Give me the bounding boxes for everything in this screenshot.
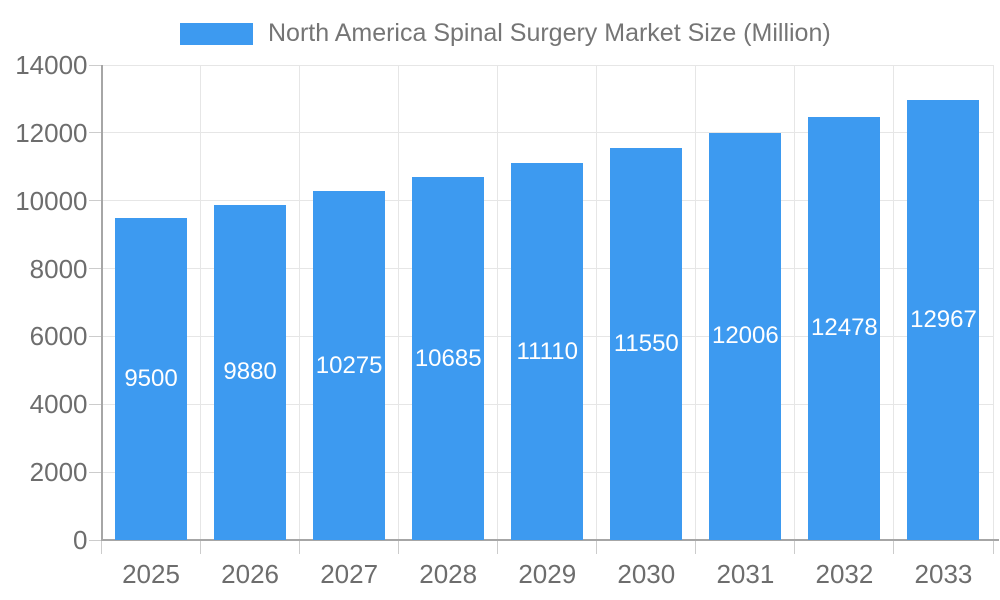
- x-axis-line: [100, 539, 999, 541]
- y-tick-label: 12000: [15, 117, 88, 148]
- y-tick: [88, 335, 102, 337]
- x-tick: [695, 540, 697, 554]
- y-axis-line: [100, 65, 103, 540]
- x-gridline: [596, 65, 598, 540]
- bar: [313, 191, 386, 540]
- bar-value-label: 11550: [613, 330, 679, 358]
- bar: [907, 100, 980, 540]
- x-tick-label: 2030: [617, 559, 676, 589]
- bar-value-label: 10685: [414, 344, 482, 372]
- y-tick: [88, 268, 102, 270]
- bar-value-label: 10275: [315, 351, 383, 379]
- x-gridline: [893, 65, 895, 540]
- x-tick: [794, 540, 796, 554]
- bar-value-label: 12006: [711, 322, 779, 350]
- y-tick-label: 4000: [29, 389, 88, 420]
- bar: [214, 204, 287, 540]
- x-tick-label: 2029: [518, 559, 577, 589]
- y-tick: [88, 132, 102, 134]
- bar: [412, 177, 485, 540]
- x-tick-label: 2027: [320, 559, 379, 589]
- bar-value-label: 12967: [910, 306, 977, 334]
- legend-label: North America Spinal Surgery Market Size…: [268, 19, 831, 47]
- x-tick-label: 2025: [122, 559, 180, 589]
- y-tick-label: 14000: [15, 50, 88, 80]
- x-gridline: [992, 65, 994, 540]
- y-tick-label: 6000: [29, 321, 88, 352]
- x-tick: [596, 540, 598, 554]
- x-tick: [992, 540, 994, 554]
- x-tick-label: 2031: [716, 559, 775, 589]
- x-gridline: [695, 65, 697, 540]
- bar-value-label: 12478: [811, 314, 878, 342]
- x-tick: [398, 540, 400, 554]
- bar: [610, 148, 683, 540]
- x-tick-label: 2028: [419, 559, 478, 589]
- x-gridline: [200, 65, 202, 540]
- y-tick: [88, 403, 102, 405]
- legend-swatch: [180, 22, 253, 45]
- y-tick: [88, 200, 102, 202]
- y-tick: [88, 539, 102, 541]
- bar: [808, 116, 881, 540]
- x-gridline: [497, 65, 499, 540]
- x-tick: [893, 540, 895, 554]
- bar-value-label: 9880: [223, 358, 277, 386]
- y-tick-label: 8000: [29, 253, 88, 284]
- y-tick-label: 2000: [29, 457, 88, 488]
- x-gridline: [299, 65, 301, 540]
- x-tick: [299, 540, 301, 554]
- bar: [511, 163, 584, 540]
- bar-value-label: 9500: [124, 364, 178, 392]
- bar: [709, 132, 782, 540]
- y-tick-label: 0: [73, 525, 88, 555]
- y-tick: [88, 471, 102, 473]
- x-gridline: [794, 65, 796, 540]
- x-tick: [200, 540, 202, 554]
- bar-value-label: 11110: [516, 337, 578, 365]
- y-gridline: [101, 132, 993, 134]
- y-tick: [88, 64, 102, 66]
- x-tick: [497, 540, 499, 554]
- chart-legend: North America Spinal Surgery Market Size…: [180, 19, 831, 48]
- x-tick-label: 2032: [815, 559, 874, 589]
- y-gridline: [101, 64, 993, 66]
- x-gridline: [398, 65, 400, 540]
- x-tick-label: 2033: [914, 559, 973, 589]
- y-tick-label: 10000: [15, 185, 88, 216]
- x-tick: [101, 540, 102, 554]
- x-tick-label: 2026: [221, 559, 279, 589]
- bar: [115, 217, 188, 540]
